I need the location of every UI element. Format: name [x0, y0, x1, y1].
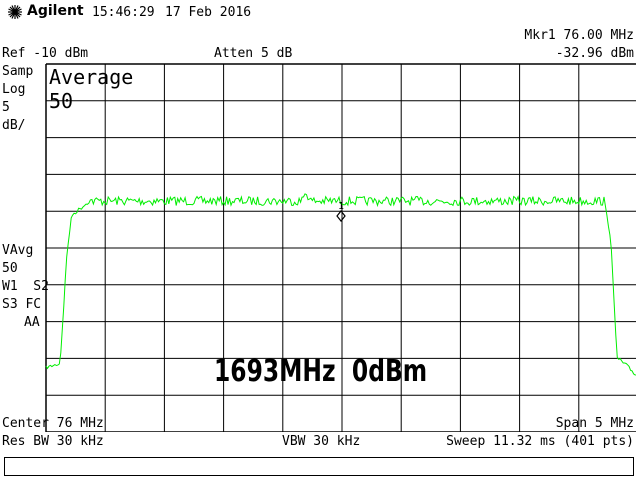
center-frequency: Center 76 MHz — [2, 416, 104, 431]
frequency-span: Span 5 MHz — [555, 416, 634, 431]
marker-diamond-icon — [336, 210, 346, 222]
spectrum-trace — [45, 193, 639, 378]
sweep-time: Sweep 11.32 ms (401 pts) — [446, 434, 634, 449]
timestamp-date: 17 Feb 2016 — [165, 5, 252, 20]
trace-mode-aa: AA — [24, 315, 40, 330]
resolution-bandwidth: Res BW 30 kHz — [2, 434, 104, 449]
video-bandwidth: VBW 30 kHz — [282, 434, 361, 449]
signal-annotation: 1693MHz 0dBm — [214, 354, 428, 389]
agilent-spark-icon — [8, 5, 22, 19]
trace-mode-w1s2: W1 S2 — [2, 279, 49, 294]
timestamp-time: 15:46:29 — [92, 5, 155, 20]
brand-name: Agilent — [27, 3, 84, 19]
vavg-count: 50 — [2, 261, 18, 276]
vavg-label: VAvg — [2, 243, 34, 258]
scale-type: Log — [2, 82, 26, 97]
average-count: 50 — [49, 89, 74, 113]
scale-unit: dB/ — [2, 118, 26, 133]
marker-frequency-readout: Mkr1 76.00 MHz — [524, 28, 634, 43]
trace-mode-s3fc: S3 FC — [2, 297, 42, 312]
detector-mode: Samp — [2, 64, 34, 79]
agilent-logo — [8, 4, 22, 23]
average-label: Average — [49, 65, 134, 89]
command-line-box[interactable] — [4, 457, 634, 476]
reference-level: Ref -10 dBm — [2, 46, 89, 61]
marker-number-label: 1 — [338, 201, 344, 212]
scale-value: 5 — [2, 100, 10, 115]
attenuation: Atten 5 dB — [214, 46, 293, 61]
marker-amplitude-readout: -32.96 dBm — [555, 46, 634, 61]
